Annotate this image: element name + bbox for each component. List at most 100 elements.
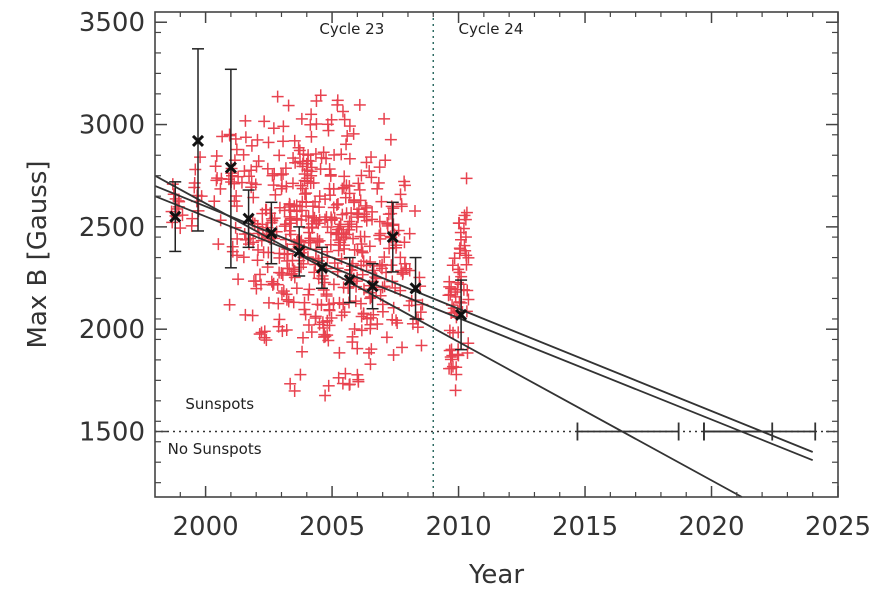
measurement-point <box>256 218 269 231</box>
measurement-point <box>230 190 243 203</box>
measurement-point <box>275 267 288 280</box>
measurement-point <box>442 289 455 302</box>
measurement-point <box>462 293 475 306</box>
measurement-point <box>355 324 368 337</box>
measurement-point <box>453 266 466 279</box>
measurement-point <box>458 239 471 252</box>
measurement-point <box>260 334 273 347</box>
measurement-point <box>210 150 223 163</box>
annual-mean <box>293 226 306 277</box>
measurement-point <box>373 259 386 272</box>
measurement-point <box>461 346 474 359</box>
measurement-point <box>301 172 314 185</box>
measurement-point <box>292 141 305 154</box>
measurement-point <box>232 273 245 286</box>
measurement-point <box>309 312 322 325</box>
measurement-point <box>398 257 411 270</box>
measurement-point <box>378 112 391 125</box>
plot-frame <box>154 11 839 498</box>
measurement-point <box>253 268 266 281</box>
measurement-point <box>280 323 293 336</box>
measurement-point <box>330 228 343 241</box>
cycle-24-label: Cycle 24 <box>459 20 524 38</box>
measurement-point <box>305 326 318 339</box>
measurement-point <box>297 148 310 161</box>
fit-line <box>154 185 814 453</box>
fit-line <box>154 195 814 461</box>
measurement-point <box>460 206 473 219</box>
measurement-point <box>334 236 347 249</box>
annual-mean <box>386 201 399 273</box>
measurement-point <box>288 384 301 397</box>
measurement-point <box>364 358 377 371</box>
measurement-point <box>287 152 300 165</box>
measurement-point <box>312 217 325 230</box>
measurement-point <box>337 181 350 194</box>
measurement-point <box>453 247 466 260</box>
annual-mean-marker-b <box>293 245 306 258</box>
measurement-point <box>359 199 372 212</box>
measurement-point <box>311 236 324 249</box>
measurement-point <box>294 368 307 381</box>
measurement-point <box>208 195 221 208</box>
measurement-point <box>229 132 242 145</box>
measurement-point <box>340 138 353 151</box>
measurement-point <box>313 190 326 203</box>
measurement-point <box>335 309 348 322</box>
annual-mean-marker-b <box>366 280 379 293</box>
measurement-point <box>293 155 306 168</box>
no-sunspots-label: No Sunspots <box>168 440 262 458</box>
measurement-point <box>331 94 344 107</box>
measurement-point <box>452 326 465 339</box>
measurement-point <box>449 384 462 397</box>
measurement-point <box>443 344 456 357</box>
measurement-point <box>358 230 371 243</box>
measurement-point <box>239 131 252 144</box>
measurement-point <box>277 120 290 133</box>
measurement-point <box>353 183 366 196</box>
measurement-point <box>408 205 421 218</box>
measurement-point <box>376 305 389 318</box>
measurement-point <box>298 296 311 309</box>
measurement-point <box>452 217 465 230</box>
measurement-point <box>310 117 323 130</box>
axis-ticks: 2000 2005 2010 2015 2020 2025 1500 2000 2500 3000… <box>79 8 871 542</box>
threshold-crossings <box>576 422 817 441</box>
annual-mean <box>169 181 182 253</box>
annual-mean <box>191 48 205 232</box>
measurement-point <box>235 176 248 189</box>
measurement-point <box>252 155 265 168</box>
measurement-point <box>271 278 284 291</box>
measurement-point <box>387 349 400 362</box>
measurement-point <box>403 227 416 240</box>
measurement-point <box>319 389 332 402</box>
measurement-point <box>258 115 271 128</box>
measurement-point <box>336 105 349 118</box>
measurement-point <box>373 229 386 242</box>
measurement-point <box>398 175 411 188</box>
measurement-point <box>338 242 351 255</box>
measurement-point <box>394 188 407 201</box>
x-tick-label: 2015 <box>552 512 618 542</box>
measurement-point <box>398 236 411 249</box>
measurement-point <box>395 200 408 213</box>
measurement-point <box>332 197 345 210</box>
measurement-point <box>460 172 473 185</box>
measurement-point <box>403 264 416 277</box>
annual-mean <box>366 262 379 310</box>
measurement-point <box>343 120 356 133</box>
measurement-point <box>414 306 427 319</box>
measurement-point <box>378 251 391 264</box>
measurement-point <box>302 319 315 332</box>
measurement-point <box>334 218 347 231</box>
annual-mean <box>409 256 422 320</box>
measurement-point <box>327 297 340 310</box>
measurement-point <box>364 322 377 335</box>
measurement-point <box>247 275 260 288</box>
measurement-point <box>226 240 239 253</box>
measurement-point <box>253 328 266 341</box>
measurement-point <box>461 284 474 297</box>
measurement-point <box>362 346 375 359</box>
measurement-point <box>283 197 296 210</box>
y-tick-label: 2500 <box>79 213 145 243</box>
